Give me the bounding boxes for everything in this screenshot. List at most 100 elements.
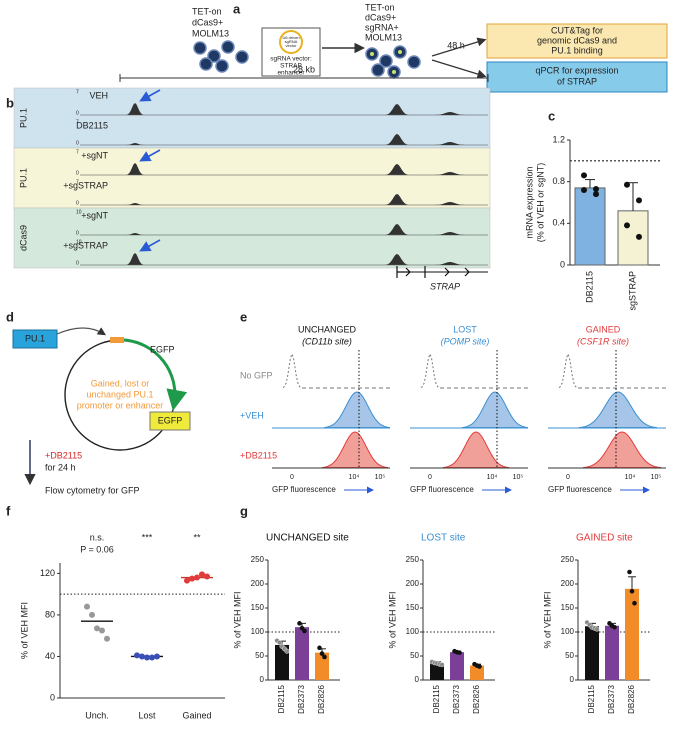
data-point — [99, 627, 105, 634]
peak — [126, 253, 144, 265]
y-tick-label: 150 — [561, 603, 575, 612]
y-tick-label: 0 — [260, 675, 265, 684]
data-point — [154, 653, 160, 660]
group-label: dCas9 — [18, 225, 28, 251]
track-name: +sgSTRAP — [63, 180, 108, 190]
y-axis-label: % of VEH MFI — [19, 602, 29, 659]
peak — [385, 254, 409, 265]
gene-name: STRAP — [430, 281, 460, 291]
readout-text: CUT&Tag for — [551, 25, 603, 35]
cell — [215, 59, 229, 73]
factor-box — [12, 329, 58, 349]
y-tick-label: 50 — [565, 651, 574, 660]
readout-box — [486, 23, 668, 59]
data-point — [89, 611, 95, 618]
bar — [625, 588, 639, 680]
histogram — [420, 352, 440, 389]
x-tick-label: DB2373 — [607, 684, 616, 713]
panel-label: e — [240, 309, 247, 324]
vector-plasmid — [279, 30, 303, 54]
cell — [235, 50, 249, 64]
peak — [435, 142, 465, 145]
data-point — [594, 626, 600, 632]
column-site: (POMP site) — [441, 336, 490, 346]
peak — [435, 172, 465, 175]
data-point — [199, 571, 205, 578]
track-name: +sgNT — [81, 210, 108, 220]
cell-nucleus — [392, 70, 396, 74]
y-tick-label: 200 — [561, 579, 575, 588]
x-tick-label: 0 — [566, 474, 570, 481]
data-point — [627, 569, 632, 575]
chart-title: LOST site — [421, 533, 466, 544]
group-label: PU.1 — [18, 108, 28, 128]
bar — [470, 665, 484, 680]
vector-text: U6 driven — [282, 35, 299, 40]
panel-label: b — [6, 95, 14, 110]
y-tick-label: 1.2 — [552, 134, 565, 144]
readout-text: of STRAP — [557, 76, 597, 86]
x-tick-label: 10⁵ — [375, 474, 386, 481]
peak — [385, 194, 409, 205]
data-point — [94, 625, 100, 632]
y-tick-label: 80 — [45, 609, 55, 619]
peak — [385, 134, 409, 145]
y-axis-label: (% of VEH or sgNT) — [535, 163, 545, 243]
y-tick-label: 150 — [406, 603, 420, 612]
data-point — [477, 664, 482, 669]
data-point — [457, 650, 462, 655]
duration: for 24 h — [45, 462, 76, 472]
y-tick-label: 0 — [50, 692, 55, 702]
x-axis-label: GFP fluorescence — [410, 485, 474, 494]
data-point — [319, 651, 325, 656]
time-label: 48 h — [447, 40, 465, 50]
row-label: +VEH — [240, 410, 264, 420]
panel-label: c — [548, 108, 555, 123]
data-point — [593, 191, 599, 198]
data-point — [322, 654, 327, 660]
y-tick-label: 250 — [561, 555, 575, 564]
y-tick-label: 50 — [410, 651, 419, 660]
peak — [126, 163, 144, 175]
treatment: +DB2115 — [45, 450, 82, 460]
peak — [126, 103, 144, 115]
y-axis-label: mRNA expression — [524, 166, 534, 238]
element-text: unchanged PU.1 — [86, 389, 153, 399]
histogram — [321, 431, 389, 469]
panel-label: g — [240, 503, 248, 518]
bind-arrow — [56, 327, 107, 336]
protein-box — [149, 411, 191, 431]
track-name: DB2115 — [76, 120, 108, 130]
x-tick-label: 0 — [290, 474, 294, 481]
line — [431, 37, 487, 57]
column-site: (CSF1R site) — [577, 336, 629, 346]
data-point — [624, 181, 630, 188]
x-tick-label: 10⁴ — [487, 474, 498, 481]
panel-label: a — [233, 1, 241, 16]
data-point — [302, 628, 307, 634]
data-point — [624, 222, 630, 229]
track-scale: 7 — [76, 149, 79, 155]
data-point — [629, 588, 635, 594]
histogram — [578, 391, 658, 429]
y-tick-label: 100 — [561, 627, 575, 636]
element-text: promoter or enhancer — [77, 400, 164, 410]
cell-nucleus — [370, 52, 374, 56]
readout-text: PU.1 binding — [551, 45, 603, 55]
y-tick-label: 200 — [406, 579, 420, 588]
track-group — [13, 147, 491, 209]
line — [431, 59, 487, 79]
chart-title: UNCHANGED site — [266, 533, 349, 544]
peak — [385, 164, 409, 175]
x-tick-label: Lost — [138, 710, 156, 720]
histogram — [323, 391, 391, 429]
bar — [430, 663, 444, 680]
x-tick-label: sgSTRAP — [627, 271, 637, 311]
y-tick-label: 250 — [251, 555, 265, 564]
data-point — [581, 187, 587, 193]
data-point — [134, 652, 140, 659]
data-point — [104, 635, 110, 642]
y-tick-label: 150 — [251, 603, 265, 612]
histogram — [558, 352, 578, 389]
track-scale: 7 — [76, 179, 79, 185]
